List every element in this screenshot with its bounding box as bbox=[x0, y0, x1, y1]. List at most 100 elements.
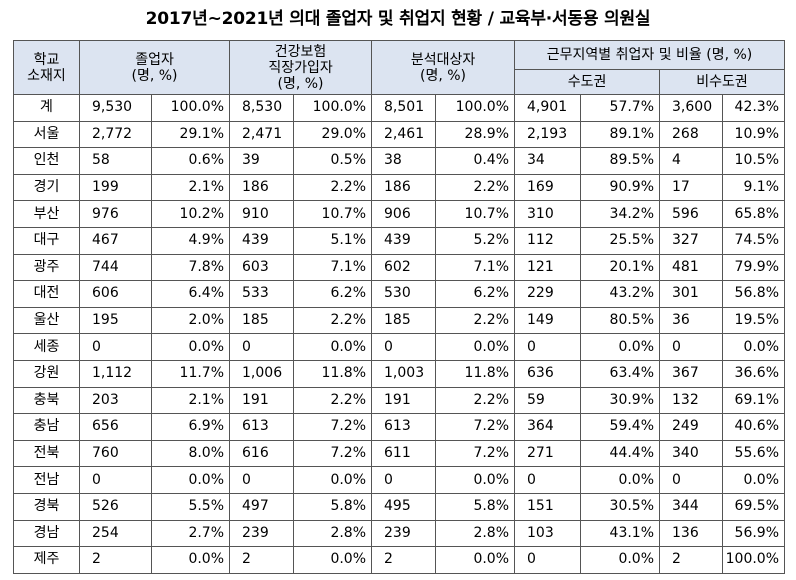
graduates-count-cell: 760 bbox=[79, 439, 152, 468]
header-insured: 건강보험 직장가입자 (명, %) bbox=[229, 40, 373, 95]
analyzed-pct-cell: 0.0% bbox=[435, 333, 516, 361]
insured-pct-cell: 2.2% bbox=[293, 306, 373, 335]
table-row: 전남 0 0.0% 0 0.0% 0 0.0% 0 0.0% 0 0.0% bbox=[13, 466, 786, 494]
insured-pct-cell: 7.2% bbox=[293, 413, 373, 441]
table-row: 계 9,530 100.0% 8,530 100.0% 8,501 100.0% 4,901 5… bbox=[13, 94, 786, 122]
analyzed-pct-cell: 5.8% bbox=[435, 492, 516, 521]
non-capital-count-cell: 2 bbox=[659, 546, 724, 574]
analyzed-count-cell: 239 bbox=[371, 519, 437, 548]
analyzed-count-cell: 186 bbox=[371, 173, 437, 202]
graduates-pct-cell: 10.2% bbox=[150, 200, 231, 228]
table-row: 울산 195 2.0% 185 2.2% 185 2.2% 149 80.5% 36 19.5% bbox=[13, 306, 786, 335]
insured-pct-cell: 2.2% bbox=[293, 386, 373, 415]
header-capital: 수도권 bbox=[514, 69, 661, 95]
graduates-count-cell: 58 bbox=[79, 147, 152, 175]
location-cell: 제주 bbox=[13, 546, 80, 574]
capital-count-cell: 121 bbox=[514, 253, 582, 282]
capital-count-cell: 0 bbox=[514, 466, 582, 494]
capital-count-cell: 0 bbox=[514, 333, 582, 361]
table-row: 광주 744 7.8% 603 7.1% 602 7.1% 121 20.1% 481 79.9% bbox=[13, 253, 786, 282]
graduates-count-cell: 195 bbox=[79, 306, 152, 335]
capital-count-cell: 59 bbox=[514, 386, 582, 415]
non-capital-count-cell: 249 bbox=[659, 413, 724, 441]
non-capital-pct-cell: 100.0% bbox=[722, 546, 786, 574]
analyzed-pct-cell: 0.4% bbox=[435, 147, 516, 175]
graduates-pct-cell: 6.9% bbox=[150, 413, 231, 441]
insured-count-cell: 185 bbox=[229, 306, 295, 335]
location-cell: 대구 bbox=[13, 226, 80, 255]
capital-count-cell: 151 bbox=[514, 492, 582, 521]
analyzed-pct-cell: 0.0% bbox=[435, 546, 516, 574]
capital-pct-cell: 34.2% bbox=[580, 200, 661, 228]
capital-pct-cell: 0.0% bbox=[580, 546, 661, 574]
capital-count-cell: 2,193 bbox=[514, 120, 582, 149]
insured-pct-cell: 5.8% bbox=[293, 492, 373, 521]
location-cell: 인천 bbox=[13, 147, 80, 175]
analyzed-count-cell: 495 bbox=[371, 492, 437, 521]
analyzed-count-cell: 2 bbox=[371, 546, 437, 574]
analyzed-count-cell: 38 bbox=[371, 147, 437, 175]
capital-count-cell: 103 bbox=[514, 519, 582, 548]
insured-count-cell: 613 bbox=[229, 413, 295, 441]
non-capital-pct-cell: 42.3% bbox=[722, 94, 786, 122]
non-capital-count-cell: 0 bbox=[659, 333, 724, 361]
insured-pct-cell: 0.0% bbox=[293, 466, 373, 494]
capital-pct-cell: 30.9% bbox=[580, 386, 661, 415]
header-region-group: 근무지역별 취업자 및 비율 (명, %) bbox=[514, 40, 786, 70]
graduates-pct-cell: 4.9% bbox=[150, 226, 231, 255]
insured-count-cell: 616 bbox=[229, 439, 295, 468]
table-row: 경남 254 2.7% 239 2.8% 239 2.8% 103 43.1% 136 56.9% bbox=[13, 519, 786, 548]
graduates-count-cell: 606 bbox=[79, 280, 152, 308]
graduates-pct-cell: 100.0% bbox=[150, 94, 231, 122]
table-row: 부산 976 10.2% 910 10.7% 906 10.7% 310 34.2% 596 65.… bbox=[13, 200, 786, 228]
header-graduates: 졸업자 (명, %) bbox=[78, 40, 231, 95]
table-row: 경기 199 2.1% 186 2.2% 186 2.2% 169 90.9% 17 9.1% bbox=[13, 173, 786, 202]
insured-pct-cell: 0.5% bbox=[293, 147, 373, 175]
table-row: 전북 760 8.0% 616 7.2% 611 7.2% 271 44.4% 340 55.6% bbox=[13, 439, 786, 468]
non-capital-count-cell: 596 bbox=[659, 200, 724, 228]
analyzed-count-cell: 0 bbox=[371, 466, 437, 494]
graduates-count-cell: 976 bbox=[79, 200, 152, 228]
capital-count-cell: 636 bbox=[514, 359, 582, 388]
graduates-pct-cell: 5.5% bbox=[150, 492, 231, 521]
non-capital-pct-cell: 9.1% bbox=[722, 173, 786, 202]
capital-pct-cell: 0.0% bbox=[580, 333, 661, 361]
graduates-pct-cell: 29.1% bbox=[150, 120, 231, 149]
table-row: 충남 656 6.9% 613 7.2% 613 7.2% 364 59.4% 249 40.6% bbox=[13, 413, 786, 441]
capital-count-cell: 229 bbox=[514, 280, 582, 308]
table-row: 서울 2,772 29.1% 2,471 29.0% 2,461 28.9% 2,193 89.… bbox=[13, 120, 786, 149]
graduates-pct-cell: 2.7% bbox=[150, 519, 231, 548]
non-capital-pct-cell: 69.1% bbox=[722, 386, 786, 415]
non-capital-count-cell: 327 bbox=[659, 226, 724, 255]
insured-count-cell: 439 bbox=[229, 226, 295, 255]
graduates-count-cell: 2,772 bbox=[79, 120, 152, 149]
non-capital-count-cell: 481 bbox=[659, 253, 724, 282]
non-capital-pct-cell: 19.5% bbox=[722, 306, 786, 335]
insured-pct-cell: 5.1% bbox=[293, 226, 373, 255]
graduates-pct-cell: 0.0% bbox=[150, 466, 231, 494]
insured-count-cell: 603 bbox=[229, 253, 295, 282]
insured-pct-cell: 7.2% bbox=[293, 439, 373, 468]
analyzed-count-cell: 613 bbox=[371, 413, 437, 441]
graduates-count-cell: 0 bbox=[79, 466, 152, 494]
insured-count-cell: 186 bbox=[229, 173, 295, 202]
location-cell: 광주 bbox=[13, 253, 80, 282]
page-title: 2017년~2021년 의대 졸업자 및 취업지 현황 / 교육부·서동용 의원… bbox=[145, 9, 651, 29]
location-cell: 계 bbox=[13, 94, 80, 122]
graduates-pct-cell: 2.0% bbox=[150, 306, 231, 335]
header-location: 학교 소재지 bbox=[13, 40, 80, 95]
analyzed-pct-cell: 7.1% bbox=[435, 253, 516, 282]
non-capital-pct-cell: 74.5% bbox=[722, 226, 786, 255]
insured-count-cell: 0 bbox=[229, 466, 295, 494]
non-capital-pct-cell: 36.6% bbox=[722, 359, 786, 388]
analyzed-count-cell: 185 bbox=[371, 306, 437, 335]
capital-count-cell: 364 bbox=[514, 413, 582, 441]
graduates-pct-cell: 6.4% bbox=[150, 280, 231, 308]
non-capital-count-cell: 36 bbox=[659, 306, 724, 335]
non-capital-pct-cell: 0.0% bbox=[722, 333, 786, 361]
analyzed-pct-cell: 6.2% bbox=[435, 280, 516, 308]
analyzed-pct-cell: 100.0% bbox=[435, 94, 516, 122]
analyzed-pct-cell: 2.8% bbox=[435, 519, 516, 548]
table-body: 계 9,530 100.0% 8,530 100.0% 8,501 100.0% 4,901 5… bbox=[13, 94, 786, 574]
non-capital-count-cell: 3,600 bbox=[659, 94, 724, 122]
